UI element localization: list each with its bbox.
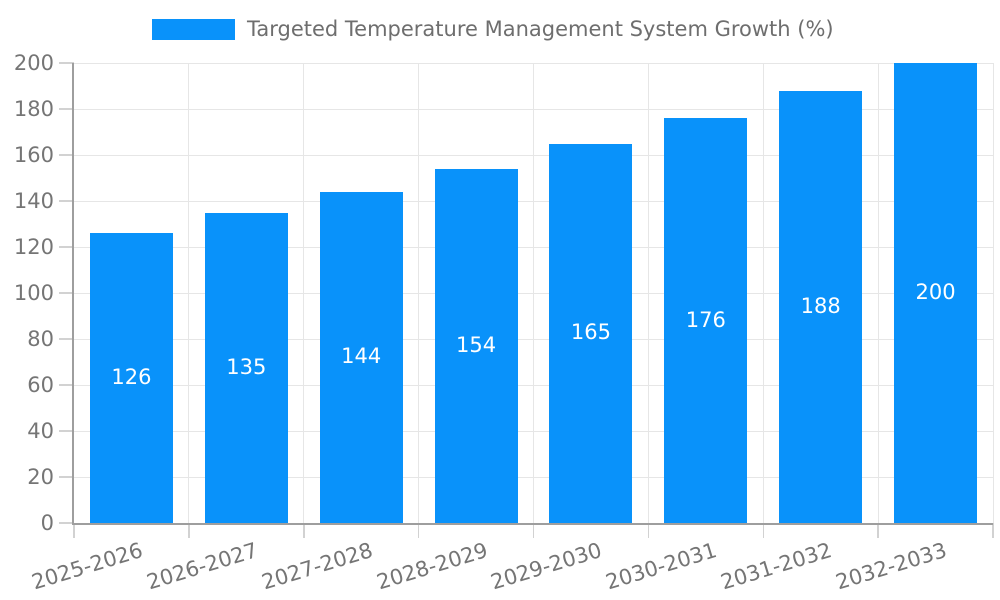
x-tick-label: 2029-2030 <box>488 538 605 595</box>
bar-value-label: 176 <box>685 307 726 332</box>
bar <box>434 168 518 523</box>
y-tick <box>59 154 74 156</box>
x-tick-label: 2031-2032 <box>718 538 835 595</box>
x-gridline <box>303 63 305 523</box>
bar-value-label: 188 <box>800 293 841 318</box>
bar-value-label: 165 <box>570 320 611 345</box>
x-tick <box>992 523 994 538</box>
y-tick <box>59 430 74 432</box>
bar <box>894 63 978 523</box>
bar <box>204 212 288 523</box>
y-tick <box>59 384 74 386</box>
y-tick <box>59 62 74 64</box>
x-tick-label: 2025-2026 <box>28 538 146 595</box>
bar <box>89 233 173 523</box>
x-gridline <box>418 63 420 523</box>
x-tick <box>762 523 764 538</box>
x-gridline <box>992 63 994 523</box>
x-tick <box>647 523 650 538</box>
x-gridline <box>762 63 764 523</box>
y-tick <box>59 108 74 110</box>
legend-swatch <box>152 18 235 40</box>
y-tick <box>59 522 74 524</box>
y-tick-label: 40 <box>27 419 54 443</box>
x-gridline <box>188 63 190 523</box>
y-tick <box>59 246 74 248</box>
x-gridline <box>647 63 649 523</box>
chart-legend[interactable]: Targeted Temperature Management System G… <box>152 17 834 41</box>
y-tick-label: 80 <box>27 327 54 351</box>
y-tick <box>59 292 74 294</box>
x-tick-label: 2030-2031 <box>603 538 720 595</box>
x-tick <box>532 523 535 538</box>
x-gridline <box>533 63 534 523</box>
bar <box>779 90 863 523</box>
x-gridline <box>877 63 879 523</box>
y-tick <box>59 476 74 478</box>
y-tick-label: 180 <box>13 97 54 121</box>
x-tick <box>417 523 420 538</box>
y-tick-label: 0 <box>40 511 54 535</box>
x-tick <box>303 523 305 538</box>
x-tick <box>877 523 879 538</box>
bar <box>319 191 403 523</box>
y-tick <box>59 338 74 340</box>
y-tick <box>59 200 74 202</box>
y-tick-label: 60 <box>27 373 54 397</box>
x-tick-label: 2027-2028 <box>258 538 376 595</box>
y-tick-label: 120 <box>13 235 54 259</box>
y-tick-label: 100 <box>13 281 54 305</box>
y-tick-label: 200 <box>13 51 54 75</box>
bar-value-label: 154 <box>456 332 497 357</box>
x-tick <box>188 523 190 538</box>
y-axis-line <box>72 63 74 525</box>
x-tick-label: 2028-2029 <box>373 538 491 595</box>
x-tick <box>73 523 75 538</box>
y-tick-label: 160 <box>13 143 54 167</box>
x-axis-line <box>72 523 993 525</box>
y-tick-label: 140 <box>13 189 54 213</box>
legend-label: Targeted Temperature Management System G… <box>247 17 834 41</box>
bar <box>664 118 748 523</box>
bar-value-label: 144 <box>341 344 382 369</box>
x-tick-label: 2026-2027 <box>143 538 261 595</box>
bar-value-label: 200 <box>915 280 956 304</box>
bar-value-label: 135 <box>226 354 267 379</box>
x-tick-label: 2032-2033 <box>833 538 950 595</box>
bar <box>549 143 633 523</box>
bar-value-label: 126 <box>111 365 152 390</box>
y-tick-label: 20 <box>27 465 54 489</box>
